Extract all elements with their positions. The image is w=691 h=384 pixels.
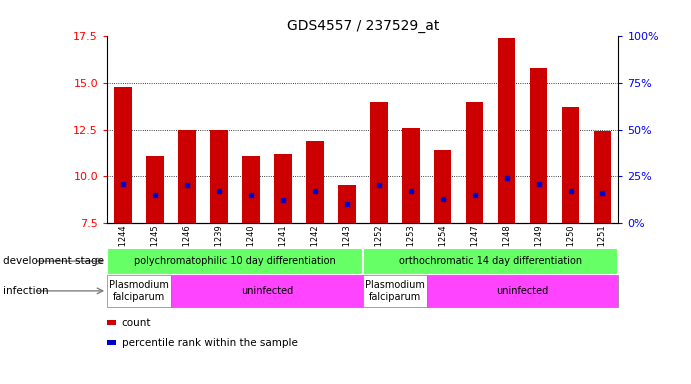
Bar <box>274 154 292 223</box>
Bar <box>427 275 618 307</box>
Bar <box>363 275 427 307</box>
Text: development stage: development stage <box>3 256 104 266</box>
Bar <box>562 107 579 223</box>
Bar <box>242 156 260 223</box>
Bar <box>530 68 547 223</box>
Text: uninfected: uninfected <box>496 286 549 296</box>
Text: polychromatophilic 10 day differentiation: polychromatophilic 10 day differentiatio… <box>134 256 336 266</box>
Text: orthochromatic 14 day differentiation: orthochromatic 14 day differentiation <box>399 256 583 266</box>
Bar <box>466 102 484 223</box>
Bar <box>594 131 612 223</box>
Text: infection: infection <box>3 286 49 296</box>
Bar <box>178 130 196 223</box>
Bar <box>171 275 363 307</box>
Text: Plasmodium
falciparum: Plasmodium falciparum <box>365 280 425 302</box>
Bar <box>402 128 419 223</box>
Bar <box>114 87 132 223</box>
Bar <box>146 156 164 223</box>
Bar <box>210 130 228 223</box>
Bar <box>338 185 356 223</box>
Text: percentile rank within the sample: percentile rank within the sample <box>122 338 298 348</box>
Bar <box>498 38 515 223</box>
Bar <box>306 141 323 223</box>
Bar <box>434 150 451 223</box>
Text: Plasmodium
falciparum: Plasmodium falciparum <box>109 280 169 302</box>
Bar <box>363 248 618 275</box>
Text: uninfected: uninfected <box>240 286 293 296</box>
Bar <box>107 248 363 275</box>
Title: GDS4557 / 237529_at: GDS4557 / 237529_at <box>287 19 439 33</box>
Text: count: count <box>122 318 151 328</box>
Bar <box>370 102 388 223</box>
Bar <box>107 275 171 307</box>
